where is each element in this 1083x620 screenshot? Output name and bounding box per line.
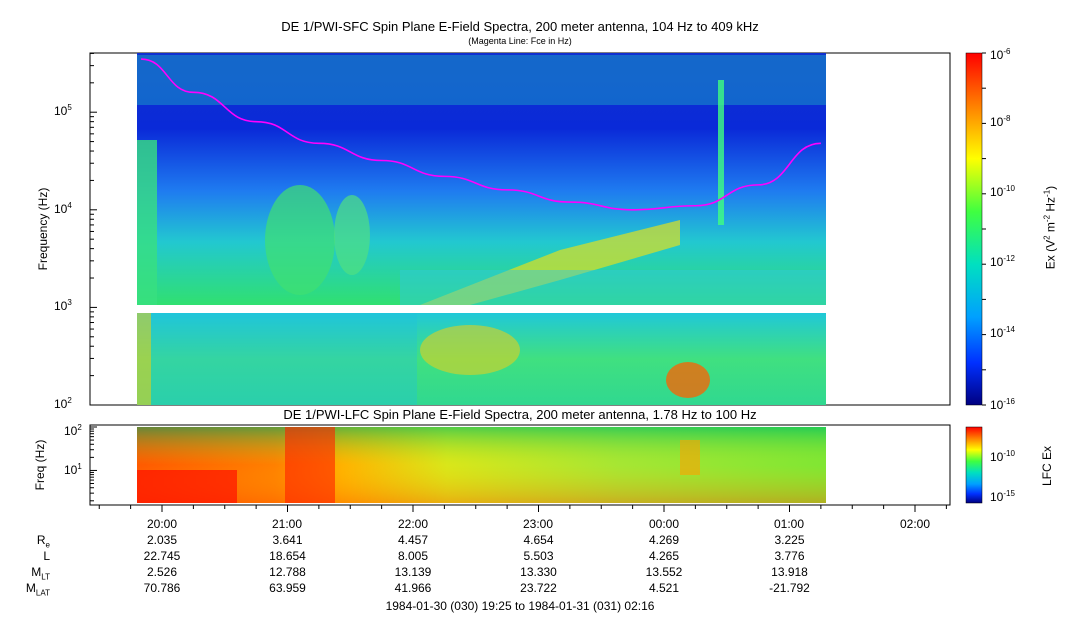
sfc-feature — [137, 55, 826, 105]
sfc-feature — [420, 220, 680, 305]
lfc-feature — [680, 440, 700, 475]
ephemeris-value: 22.745 — [143, 549, 181, 563]
sfc-colorbar-ticks — [982, 52, 986, 406]
fce-line — [141, 58, 821, 211]
ephemeris-value: 18.654 — [269, 549, 306, 563]
ephemeris-value: 4.269 — [648, 533, 680, 547]
ephemeris-value: 13.552 — [645, 565, 683, 579]
lfc-title: DE 1/PWI-LFC Spin Plane E-Field Spectra,… — [283, 407, 757, 422]
ephemeris-value: 3.776 — [774, 549, 805, 563]
eph-label-mlat: MLAT — [25, 581, 50, 598]
ephemeris-value: 4.654 — [523, 533, 554, 547]
ephemeris-value: -21.792 — [769, 581, 810, 595]
sfc-ylabel: Frequency (Hz) — [36, 187, 50, 271]
lfc-ylabel: Freq (Hz) — [33, 439, 47, 491]
ephemeris-value: 12.788 — [269, 565, 306, 579]
lfc-overlay — [137, 427, 826, 503]
lfc-ytick-label-1e1: 101 — [64, 462, 82, 477]
sfc-ytick-label-1e4: 104 — [54, 201, 72, 216]
ephemeris-value: 2.035 — [146, 533, 178, 547]
sfc-subtitle: (Magenta Line: Fce in Hz) — [468, 36, 572, 46]
ephemeris-value: 70.786 — [143, 581, 181, 595]
sfc-feature — [420, 325, 520, 375]
xtick-label: 22:00 — [398, 517, 429, 531]
xtick-label: 20:00 — [147, 517, 178, 531]
cbar-tick-1e-6: 10-6 — [990, 47, 1011, 62]
lfc-feature — [285, 427, 335, 503]
xtick-label: 21:00 — [272, 517, 303, 531]
sfc-feature — [666, 362, 710, 398]
ephemeris-value: 2.526 — [146, 565, 178, 579]
ephemeris-value: 13.330 — [520, 565, 557, 579]
ephemeris-value: 63.959 — [269, 581, 306, 595]
eph-label-mlt: MLT — [31, 565, 50, 582]
xtick-label: 01:00 — [774, 517, 805, 531]
time-range: 1984-01-30 (030) 19:25 to 1984-01-31 (03… — [385, 599, 655, 613]
sfc-feature — [718, 80, 724, 225]
sfc-feature — [137, 313, 151, 405]
ephemeris-value: 5.503 — [523, 549, 554, 563]
sfc-ytick-label-1e5: 105 — [54, 103, 72, 118]
ephemeris-value: 3.225 — [774, 533, 805, 547]
ephemeris-value: 3.641 — [272, 533, 303, 547]
sfc-feature — [265, 185, 335, 295]
sfc-title: DE 1/PWI-SFC Spin Plane E-Field Spectra,… — [281, 19, 759, 34]
cbar-tick-1e-14: 10-14 — [990, 325, 1015, 340]
sfc-ytick-label-1e2: 102 — [54, 396, 72, 411]
cbar-tick-1e-8: 10-8 — [990, 114, 1011, 129]
xtick-label: 23:00 — [523, 517, 554, 531]
lfc-ytick-label-1e2: 102 — [64, 423, 82, 438]
eph-label-l: L — [43, 549, 50, 563]
ephemeris-value: 8.005 — [397, 549, 429, 563]
ephemeris-value: 41.966 — [394, 581, 432, 595]
lfc-feature — [137, 470, 237, 503]
lfc-y-ticks — [90, 426, 97, 502]
sfc-y-ticks — [90, 52, 97, 406]
sfc-feature — [334, 195, 370, 275]
ephemeris-value: 4.521 — [648, 581, 680, 595]
eph-label-re: Re — [36, 533, 50, 550]
cbar-tick-1e-10: 10-10 — [990, 184, 1015, 199]
ephemeris-value: 4.457 — [397, 533, 429, 547]
xtick-label: 02:00 — [900, 517, 931, 531]
lfc-cbar-tick-1e-15: 10-15 — [990, 489, 1015, 504]
sfc-feature — [400, 270, 826, 305]
sfc-colorbar-label: Ex (V2 m-2 Hz-1) — [1042, 185, 1058, 270]
x-ticks — [98, 505, 947, 512]
cbar-tick-1e-12: 10-12 — [990, 254, 1015, 269]
xtick-label: 00:00 — [649, 517, 680, 531]
sfc-gap — [137, 305, 826, 313]
ephemeris-value: 13.918 — [771, 565, 808, 579]
sfc-feature — [137, 140, 157, 305]
sfc-upper-band — [137, 53, 826, 305]
sfc-feature — [137, 313, 417, 405]
sfc-ytick-label-1e3: 103 — [54, 298, 72, 313]
ephemeris-value: 13.139 — [394, 565, 432, 579]
ephemeris-value: 23.722 — [520, 581, 557, 595]
sfc-colorbar — [965, 52, 983, 406]
lfc-cbar-tick-1e-10: 10-10 — [990, 449, 1015, 464]
cbar-tick-1e-16: 10-16 — [990, 397, 1015, 412]
ephemeris-value: 4.265 — [648, 549, 680, 563]
lfc-colorbar — [965, 426, 983, 504]
lfc-colorbar-label: LFC Ex — [1040, 446, 1054, 487]
